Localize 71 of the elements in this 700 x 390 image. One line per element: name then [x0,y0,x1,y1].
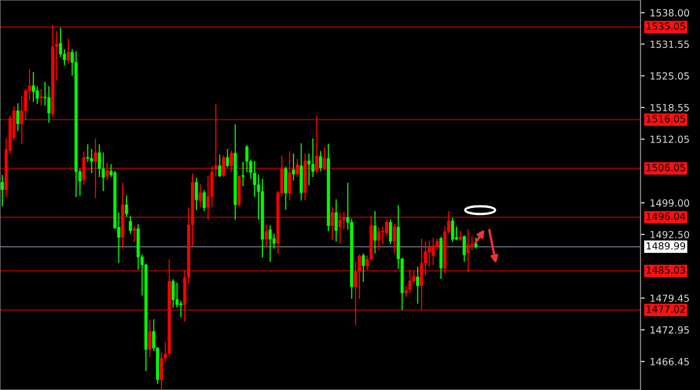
candlestick [16,103,20,132]
candlestick [160,352,164,390]
candlestick [288,151,292,200]
candlestick [292,153,296,180]
y-tick-label: 1538.00 [650,9,690,17]
y-tick-label: 1492.50 [650,230,690,238]
y-tick-label: 1479.45 [650,294,689,302]
candlestick [388,219,392,244]
candlestick [362,253,365,282]
candlestick [373,211,377,254]
candlestick [66,38,70,64]
candlestick [377,228,380,250]
candlestick [466,229,470,272]
candlestick [264,225,268,248]
candlestick [296,158,299,178]
candlestick [334,199,338,242]
candlestick [462,235,466,262]
candlestick [420,238,424,310]
candlestick [272,233,276,249]
ref-line-label: 1489.99 [646,242,686,250]
candlestick [58,28,62,58]
candlestick [106,162,109,180]
candlestick [470,236,474,250]
candlestick [222,155,226,178]
candlestick [218,154,222,178]
candlestick [392,224,396,254]
candlestick [148,319,152,357]
y-tick-label: 1499.00 [650,199,690,207]
candlestick [268,225,272,262]
candlestick [179,300,182,317]
candlestick [319,151,322,172]
ref-line-label: 1516.05 [646,115,685,122]
candlestick [198,184,202,208]
candlestick [82,152,86,185]
candlestick [0,174,4,206]
y-tick-label: 1525.05 [650,72,689,80]
candlestick [175,282,179,308]
candlestick [226,149,230,168]
y-tick-label: 1512.05 [650,136,689,144]
ref-line-label: 1477.02 [646,305,685,313]
y-tick-label: 1472.95 [650,326,689,334]
candlestick [132,226,136,242]
ref-line-label: 1506.05 [646,164,685,172]
candlestick [330,206,334,240]
candlestick [40,89,43,106]
candlestick [94,138,98,198]
candlestick [230,150,233,172]
candlestick [408,270,412,294]
candlestick [202,190,206,212]
candlestick [241,162,245,186]
y-tick-label: 1518.55 [650,104,689,112]
ref-line-label: 1485.03 [646,266,686,274]
candlestick [206,176,210,220]
candlestick [416,266,420,304]
candlestick [338,212,342,244]
ref-line-label: 1496.04 [646,212,686,220]
candlestick [451,218,454,242]
candlestick [124,195,128,218]
candlestick [32,72,35,102]
y-tick-label: 1466.45 [650,358,689,366]
candlestick [47,86,50,123]
candlestick [172,279,175,308]
candlestick [322,148,326,170]
candlestick [307,153,311,186]
candlestick [315,116,318,174]
candlestick [358,254,362,299]
candlestick [194,178,198,210]
candlestick [432,238,435,266]
candlestick [128,216,132,234]
ref-line-label: 1535.05 [646,22,685,30]
y-tick-label: 1531.55 [650,40,689,48]
